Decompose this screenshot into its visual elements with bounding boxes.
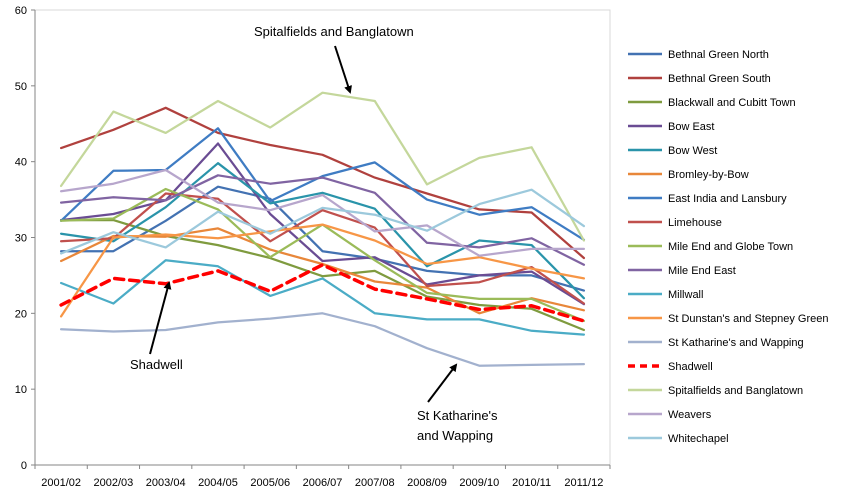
y-tick-label: 30: [15, 233, 27, 245]
series-line-shadwell: [59, 263, 586, 323]
annotation-shadwell: Shadwell: [130, 357, 183, 372]
legend-label-limehouse: Limehouse: [668, 217, 722, 229]
legend-label-mile-end-and-globe-town: Mile End and Globe Town: [668, 241, 793, 253]
annotation-spitalfields-arrow: [334, 45, 352, 94]
legend-label-millwall: Millwall: [668, 289, 703, 301]
legend-label-whitechapel: Whitechapel: [668, 433, 729, 445]
series-line-bow-east: [59, 142, 586, 306]
x-tick-label: 2010/11: [512, 477, 551, 489]
legend-label-east-india-and-lansbury: East India and Lansbury: [668, 193, 787, 205]
series-line-millwall: [59, 259, 586, 336]
x-tick-label: 2005/06: [250, 477, 290, 489]
legend-label-bromley-by-bow: Bromley-by-Bow: [668, 169, 749, 181]
x-tick-label: 2009/10: [459, 477, 499, 489]
legend-label-bow-east: Bow East: [668, 121, 714, 133]
series-line-bromley-by-bow: [59, 227, 586, 315]
chart-series: [59, 91, 586, 367]
chart-axes: 0 10 20 30 40 50 60 2001/02 2002/03 2003/04 2004/0…: [15, 5, 611, 489]
legend-label-bow-west: Bow West: [668, 145, 717, 157]
y-tick-label: 60: [15, 5, 27, 17]
series-line-st-katharine-s-and-wapping: [59, 312, 586, 367]
y-tick-label: 40: [15, 157, 27, 169]
y-tick-label: 20: [15, 308, 27, 320]
legend-label-bethnal-green-north: Bethnal Green North: [668, 49, 769, 61]
series-line-bethnal-green-south: [59, 106, 586, 260]
x-tick-label: 2007/08: [355, 477, 395, 489]
legend-label-st-dunstan-s-and-stepney-green: St Dunstan's and Stepney Green: [668, 313, 828, 325]
x-tick-label: 2004/05: [198, 477, 238, 489]
legend-label-weavers: Weavers: [668, 409, 712, 421]
y-tick-label: 50: [15, 81, 27, 93]
series-line-mile-end-east: [59, 174, 586, 266]
chart-legend: Bethnal Green North Bethnal Green South Bl…: [628, 49, 828, 445]
y-tick-label: 10: [15, 384, 27, 396]
annotation-shadwell-arrow: [149, 281, 172, 355]
x-tick-label: 2011/12: [564, 477, 603, 489]
series-line-bow-west: [59, 162, 586, 300]
legend-label-shadwell: Shadwell: [668, 361, 713, 373]
series-line-blackwall-and-cubitt-town: [59, 218, 586, 332]
annotation-stkatharines-line1: St Katharine's: [417, 408, 498, 423]
legend-label-blackwall-and-cubitt-town: Blackwall and Cubitt Town: [668, 97, 796, 109]
legend-label-mile-end-east: Mile End East: [668, 265, 736, 277]
x-tick-label: 2006/07: [303, 477, 343, 489]
x-tick-label: 2003/04: [146, 477, 186, 489]
x-tick-label: 2008/09: [407, 477, 447, 489]
legend-label-st-katharine-s-and-wapping: St Katharine's and Wapping: [668, 337, 804, 349]
series-line-east-india-and-lansbury: [59, 127, 586, 241]
series-line-spitalfields-and-banglatown: [59, 91, 586, 242]
x-tick-label: 2002/03: [94, 477, 134, 489]
series-line-whitechapel: [59, 188, 586, 255]
annotation-stkatharines-line2: and Wapping: [417, 428, 493, 443]
series-line-weavers: [59, 168, 586, 257]
series-line-limehouse: [59, 192, 586, 305]
x-tick-label: 2001/02: [41, 477, 81, 489]
legend-label-spitalfields-and-banglatown: Spitalfields and Banglatown: [668, 385, 803, 397]
annotation-stkatharines-arrow: [427, 363, 458, 403]
annotation-spitalfields: Spitalfields and Banglatown: [254, 24, 414, 39]
legend-label-bethnal-green-south: Bethnal Green South: [668, 73, 771, 85]
y-tick-label: 0: [21, 460, 27, 472]
chart-annotations: Spitalfields and Banglatown Shadwell St …: [130, 24, 498, 443]
series-line-st-dunstan-s-and-stepney-green: [59, 223, 586, 318]
